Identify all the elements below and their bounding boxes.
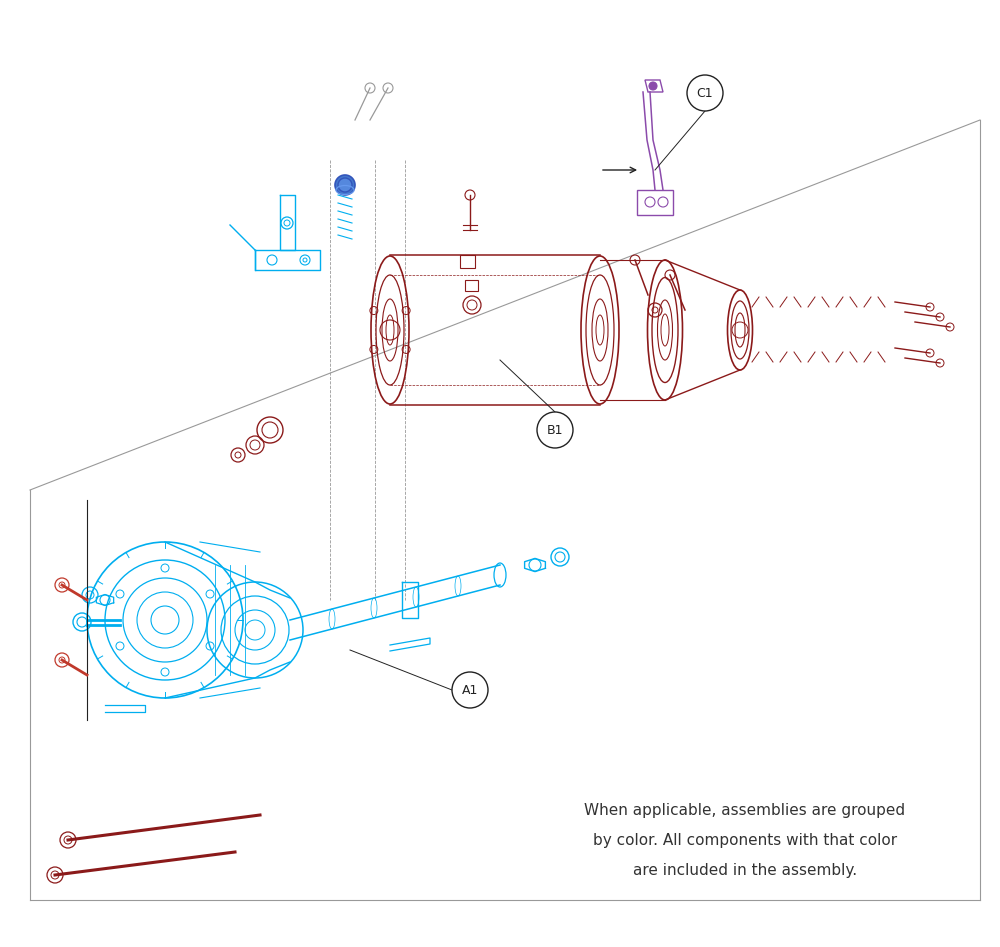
Text: When applicable, assemblies are grouped: When applicable, assemblies are grouped	[584, 802, 906, 817]
Ellipse shape	[335, 175, 355, 195]
Text: B1: B1	[547, 423, 563, 437]
Circle shape	[649, 82, 657, 90]
Ellipse shape	[338, 178, 352, 192]
Text: by color. All components with that color: by color. All components with that color	[593, 832, 897, 848]
Text: are included in the assembly.: are included in the assembly.	[633, 863, 857, 878]
Circle shape	[687, 75, 723, 111]
Text: A1: A1	[462, 684, 478, 696]
Circle shape	[452, 672, 488, 708]
Text: C1: C1	[697, 86, 713, 99]
Circle shape	[537, 412, 573, 448]
